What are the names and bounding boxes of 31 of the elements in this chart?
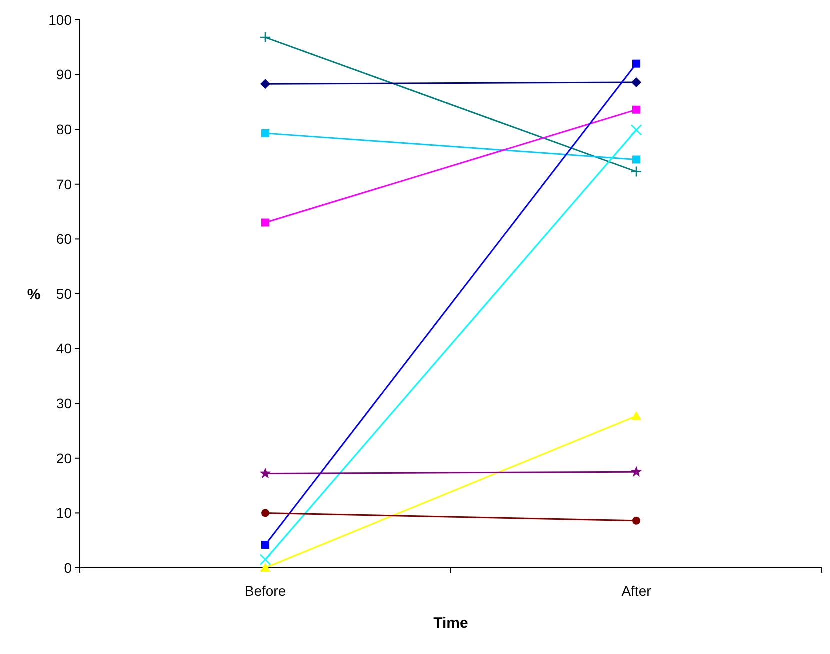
y-tick-label: 30	[56, 396, 72, 412]
x-axis-title: Time	[434, 615, 468, 632]
y-tick-label: 40	[56, 340, 72, 357]
point	[632, 77, 642, 88]
y-tick-label: 80	[56, 122, 72, 138]
y-axis-title: %	[27, 286, 41, 304]
point	[260, 554, 272, 566]
point	[632, 60, 640, 68]
y-tick-label: 20	[56, 450, 72, 466]
y-tick-label: 70	[56, 176, 72, 192]
point	[630, 466, 642, 477]
point	[260, 468, 272, 479]
point	[632, 106, 640, 114]
y-tick-label: 100	[48, 12, 72, 28]
y-tick-label: 50	[56, 286, 72, 302]
point	[262, 218, 270, 227]
point	[260, 32, 272, 44]
x-tick-label: Before	[244, 583, 286, 599]
point	[630, 166, 642, 178]
y-tick-label: 60	[56, 231, 72, 248]
point	[260, 79, 270, 90]
y-tick-label: 90	[56, 66, 72, 83]
y-tick-label: 0	[64, 560, 72, 576]
x-tick-label: After	[622, 583, 652, 599]
y-tick-label: 10	[56, 505, 72, 522]
point	[632, 516, 640, 525]
point	[630, 124, 642, 136]
point	[632, 156, 640, 164]
point	[262, 540, 270, 549]
point	[262, 509, 270, 518]
point	[262, 129, 270, 138]
